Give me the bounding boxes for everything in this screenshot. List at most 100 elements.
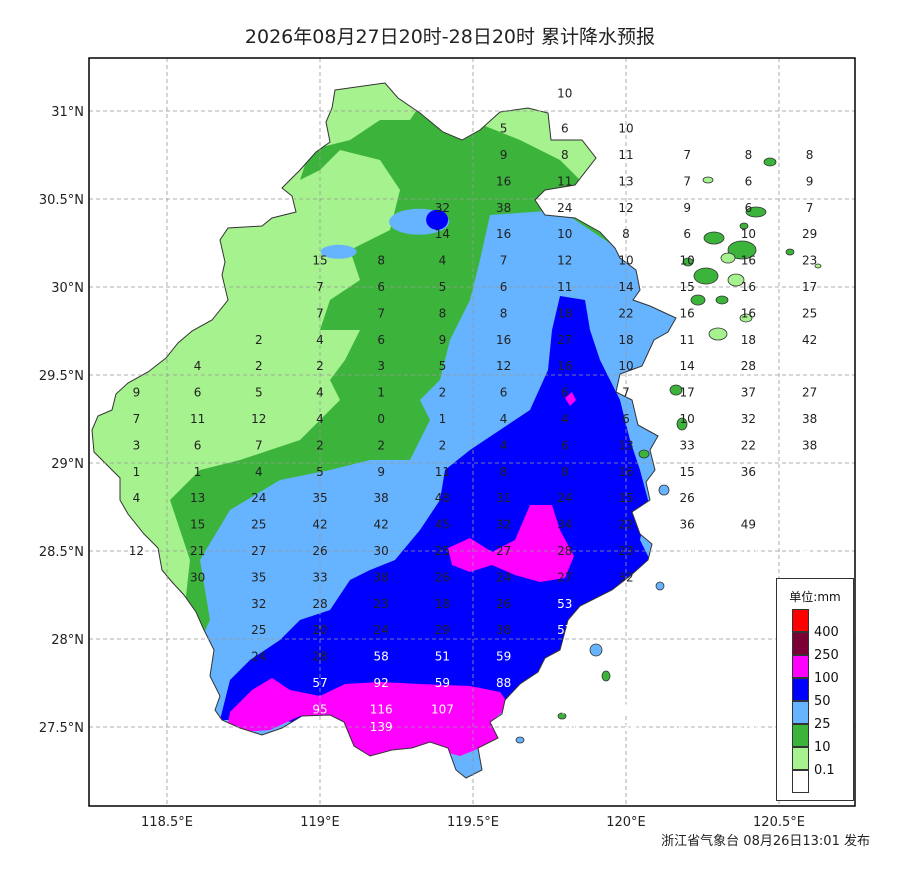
- station-value: 9: [683, 201, 691, 215]
- station-value: 21: [190, 544, 205, 558]
- station-value: 12: [251, 412, 266, 426]
- station-value: 2: [377, 438, 385, 452]
- station-value: 3: [377, 359, 385, 373]
- station-value: 65: [863, 491, 878, 505]
- station-value: 6: [561, 386, 569, 400]
- island-20: [785, 248, 795, 256]
- station-value: 32: [618, 570, 633, 584]
- station-value: 15: [618, 491, 633, 505]
- station-value: 12: [496, 359, 511, 373]
- station-value: 33: [312, 570, 327, 584]
- lat-label-0: 31°N: [51, 105, 84, 120]
- island-7: [690, 294, 706, 306]
- station-value: 26: [496, 597, 511, 611]
- lat-label-6: 28°N: [51, 633, 84, 648]
- station-value: 2: [71, 438, 79, 452]
- station-value: 30: [190, 570, 205, 584]
- station-value: 88: [496, 676, 511, 690]
- station-value: 28: [557, 544, 572, 558]
- station-value: 25: [435, 544, 450, 558]
- station-value: 13: [618, 438, 633, 452]
- station-value: 12: [618, 201, 633, 215]
- station-value: 10: [618, 122, 633, 136]
- station-value: 85: [741, 570, 756, 584]
- lat-label-7: 27.5°N: [39, 721, 84, 736]
- station-value: 9: [806, 174, 814, 188]
- station-value: 101: [859, 518, 882, 532]
- station-value: 2: [255, 359, 263, 373]
- station-value: 33: [680, 438, 695, 452]
- island-22: [702, 176, 714, 184]
- rain-band-50-cell: [426, 209, 449, 230]
- islands: [515, 157, 822, 744]
- station-value: 7: [806, 201, 814, 215]
- island-0: [727, 240, 757, 260]
- station-value: 67: [802, 465, 817, 479]
- station-value: 137: [676, 720, 699, 734]
- legend: 单位:mm 400 250 100 50 25 10 0.1: [776, 578, 854, 801]
- station-value: 42: [374, 518, 389, 532]
- station-value: 59: [618, 597, 633, 611]
- station-value: 6: [194, 386, 202, 400]
- lat-label-4: 29°N: [51, 457, 84, 472]
- longitude-labels: 118.5°E119°E119.5°E120°E120.5°E121°E121.…: [141, 815, 805, 830]
- station-value: 30: [374, 544, 389, 558]
- station-value: 4: [439, 254, 447, 268]
- station-value: 59: [435, 676, 450, 690]
- legend-label-2: 100: [814, 671, 839, 686]
- station-value: 68: [863, 465, 878, 479]
- station-value: 5: [439, 359, 447, 373]
- station-value: 97: [802, 544, 817, 558]
- station-value: 33: [863, 412, 878, 426]
- station-value: 58: [374, 650, 389, 664]
- station-value: 59: [680, 597, 695, 611]
- station-value: 2: [316, 359, 324, 373]
- station-value: 27: [557, 570, 572, 584]
- station-value: 23: [863, 333, 878, 347]
- station-value: 26: [435, 570, 450, 584]
- station-value: 61: [618, 623, 633, 637]
- station-value: 14: [680, 359, 695, 373]
- station-value: 7: [867, 148, 875, 162]
- station-value: 3: [133, 438, 141, 452]
- station-value: 2: [439, 438, 447, 452]
- station-value: 24: [863, 254, 878, 268]
- station-value: 11: [557, 280, 572, 294]
- latitude-labels: 31°N 30.5°N 30°N 29.5°N 29°N 28.5°N 28°N 27.5°N: [39, 105, 84, 736]
- station-value: 16: [618, 465, 633, 479]
- lat-label-3: 29.5°N: [39, 369, 84, 384]
- province-outline: [91, 82, 677, 779]
- station-value: 8: [500, 306, 508, 320]
- station-value: 8: [561, 148, 569, 162]
- station-value: 7: [683, 174, 691, 188]
- station-value: 32: [741, 412, 756, 426]
- station-value: 7: [622, 386, 630, 400]
- station-value: 35: [251, 570, 266, 584]
- station-value: 111: [676, 702, 699, 716]
- station-value: 6: [745, 201, 753, 215]
- station-value: 7: [255, 438, 263, 452]
- station-value: 24: [251, 491, 266, 505]
- station-value: 47: [863, 623, 878, 637]
- station-value: 11: [435, 465, 450, 479]
- station-value: 72: [802, 491, 817, 505]
- station-value: 24: [863, 386, 878, 400]
- station-value: 28: [312, 597, 327, 611]
- station-value: 11: [190, 412, 205, 426]
- station-value: 29: [435, 623, 450, 637]
- rain-band-100-6: [565, 392, 576, 406]
- station-value: 13: [618, 174, 633, 188]
- station-value: 24: [374, 623, 389, 637]
- station-value: 119: [615, 702, 638, 716]
- station-value: 15: [190, 518, 205, 532]
- station-value: 9: [500, 148, 508, 162]
- station-value: 5: [316, 465, 324, 479]
- rain-band-100-4: [448, 505, 574, 582]
- station-value: 10: [557, 227, 572, 241]
- station-value: 80: [863, 597, 878, 611]
- station-value: 28: [312, 650, 327, 664]
- station-value: 4: [255, 465, 263, 479]
- legend-label-6: 0.1: [814, 763, 835, 778]
- lon-label-2: 119.5°E: [447, 815, 499, 830]
- grid-lines: [89, 58, 855, 806]
